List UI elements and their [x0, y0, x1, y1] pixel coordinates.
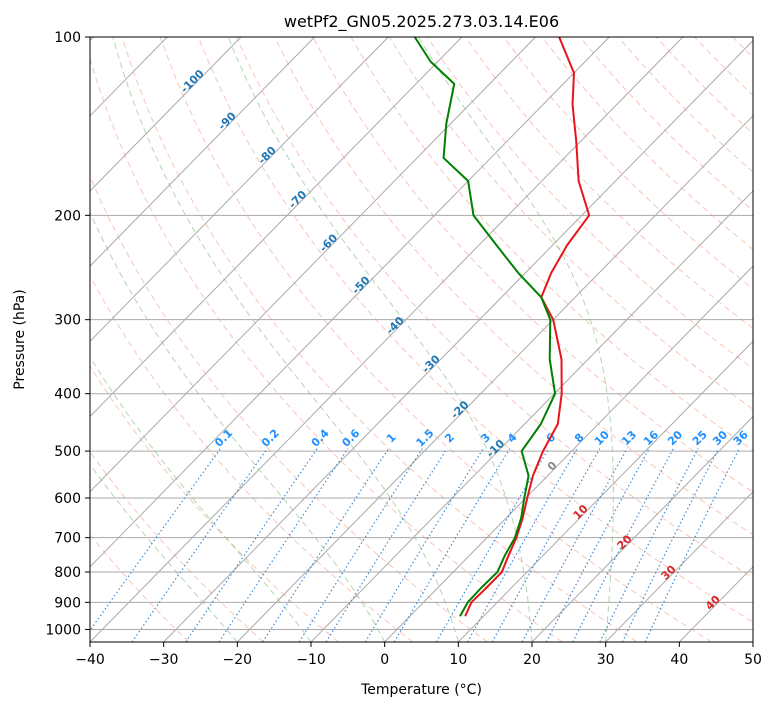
mixing-ratio-line — [90, 448, 221, 632]
dry-adiabat-line — [90, 56, 563, 642]
axes: −40 −30 −20 −10 0 10 20 30 40 50 100 200 300 400 500 60… — [45, 30, 762, 668]
mixing-ratio-line — [364, 448, 484, 642]
dry-adiabat-line — [312, 37, 753, 493]
dry-adiabat-line — [121, 37, 638, 642]
isotherm-line — [90, 37, 389, 343]
chart-title: wetPf2_GN05.2025.273.03.14.E06 — [284, 12, 559, 32]
y-tick-label: 1000 — [45, 622, 81, 638]
moist-adiabat-line — [90, 211, 386, 642]
dry-adiabat-line — [90, 365, 339, 642]
dewpoint-profile-line — [413, 37, 557, 617]
y-axis-title: Pressure (hPa) — [12, 289, 28, 389]
dry-adiabat-line — [159, 37, 712, 642]
x-tick-label: −10 — [296, 652, 326, 668]
isotherm-line — [605, 490, 753, 642]
mixing-ratio-line — [435, 448, 550, 642]
mixing-ratio-line — [185, 448, 318, 642]
x-axis-title: Temperature (°C) — [360, 682, 482, 698]
x-tick-label: −40 — [75, 652, 105, 668]
isotherm-line — [310, 190, 753, 642]
isotherm-line — [90, 37, 610, 568]
isotherm-line — [531, 415, 753, 642]
x-tick-label: 30 — [597, 652, 615, 668]
x-tick-label: −20 — [223, 652, 253, 668]
y-tick-label: 600 — [54, 491, 81, 507]
x-tick-label: −30 — [149, 652, 179, 668]
plot-frame — [89, 36, 754, 643]
dry-adiabat-line — [197, 37, 753, 623]
moist-adiabat-line — [90, 463, 238, 642]
x-tick-label: 0 — [380, 652, 389, 668]
mixing-ratio-line — [298, 448, 423, 642]
mixing-ratio-line — [325, 448, 448, 642]
isotherm-line — [90, 37, 536, 493]
dry-adiabat-line — [388, 37, 753, 410]
isotherm-line — [90, 37, 463, 418]
moist-adiabat-line — [227, 37, 533, 642]
y-tick-label: 400 — [54, 387, 81, 403]
mixing-ratio-line — [131, 448, 268, 642]
x-tick-label: 40 — [670, 652, 688, 668]
dry-adiabat-line — [90, 451, 264, 642]
isotherm-line — [236, 115, 753, 642]
moist-adiabat-line — [418, 37, 614, 642]
isotherm-line — [457, 340, 753, 642]
mixing-ratio-line — [521, 448, 628, 642]
mixing-ratio-line — [218, 448, 349, 642]
isotherm-line — [384, 265, 753, 642]
y-tick-label: 800 — [54, 565, 81, 581]
temperature-profile-line — [464, 37, 591, 617]
isotherm-line — [163, 39, 753, 642]
mixing-ratio-line — [262, 448, 390, 642]
dry-adiabat-line — [350, 37, 753, 451]
x-tick-label: 20 — [523, 652, 541, 668]
mixing-ratio-line — [572, 448, 674, 642]
mixing-ratio-line — [599, 448, 699, 642]
dry-adiabat-line — [426, 37, 753, 370]
isotherm-line — [90, 37, 315, 267]
y-tick-label: 300 — [54, 313, 81, 329]
isotherm-line — [90, 37, 242, 192]
y-tick-label: 500 — [54, 444, 81, 460]
x-tick-label: 50 — [744, 652, 762, 668]
x-tick-label: 10 — [449, 652, 467, 668]
mixing-ratio-line — [545, 448, 650, 642]
y-tick-label: 900 — [54, 595, 81, 611]
dry-adiabat-line — [236, 37, 753, 579]
isotherm-line — [90, 37, 684, 642]
y-tick-label: 200 — [54, 208, 81, 224]
y-tick-label: 100 — [54, 30, 81, 46]
y-tick-label: 700 — [54, 531, 81, 547]
moist-adiabat-line — [112, 37, 459, 642]
dry-adiabat-line — [90, 174, 488, 642]
